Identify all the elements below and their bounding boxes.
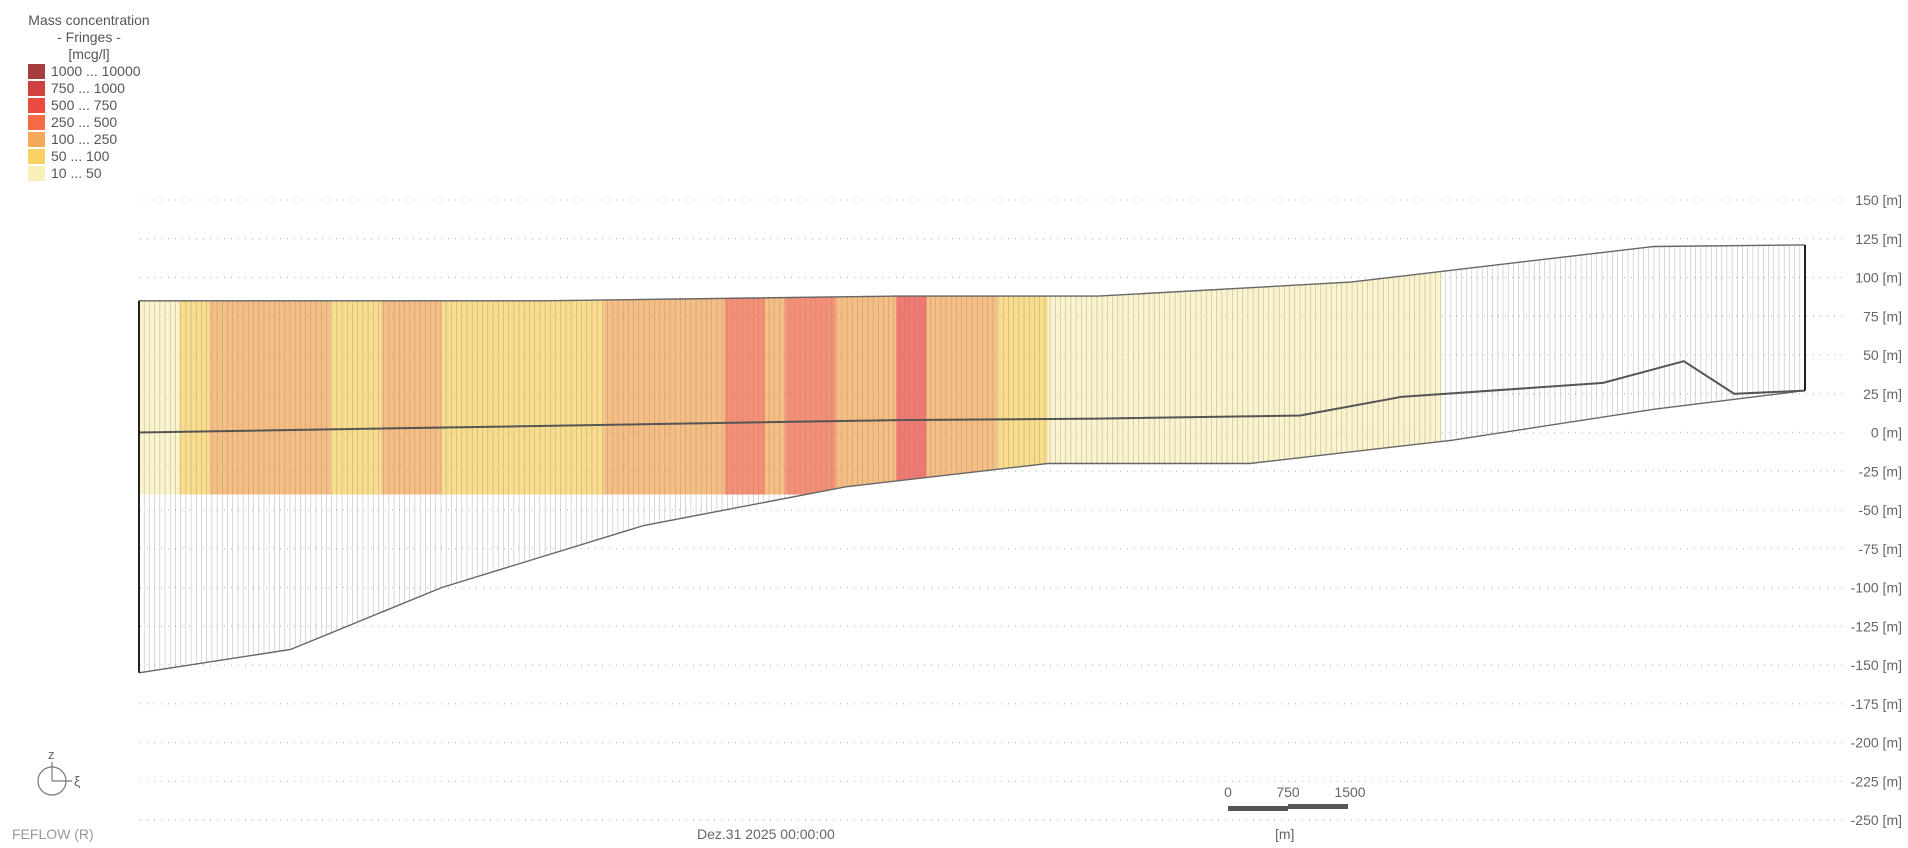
- y-tick-label: -25 [m]: [1858, 463, 1902, 479]
- legend-class-5: 50 ... 100: [28, 148, 164, 165]
- section-outline: [138, 244, 1806, 674]
- concentration-band: [926, 296, 998, 478]
- y-tick-label: -200 [m]: [1851, 735, 1902, 751]
- y-tick-label: 50 [m]: [1863, 347, 1902, 363]
- legend-class-label: 50 ... 100: [51, 148, 110, 164]
- concentration-band: [1047, 271, 1442, 464]
- y-tick-label: -175 [m]: [1851, 696, 1902, 712]
- concentration-band: [724, 297, 766, 495]
- concentration-fringes: [139, 271, 1442, 495]
- y-tick-label: 25 [m]: [1863, 386, 1902, 402]
- legend-class-2: 500 ... 750: [28, 97, 164, 114]
- legend-class-6: 10 ... 50: [28, 165, 164, 182]
- y-tick-label: 150 [m]: [1855, 192, 1902, 208]
- depth-gridlines: [140, 199, 1842, 821]
- scale-bar-label-1500: 1500: [1334, 784, 1365, 800]
- legend-class-label: 10 ... 50: [51, 165, 102, 181]
- legend-class-label: 500 ... 750: [51, 97, 118, 113]
- scale-bar: 0 750 1500: [1224, 784, 1366, 811]
- legend-subtitle: - Fringes -: [57, 29, 121, 45]
- y-tick-label: -100 [m]: [1851, 580, 1902, 596]
- y-tick-label: 75 [m]: [1863, 308, 1902, 324]
- legend-class-4: 100 ... 250: [28, 131, 164, 148]
- y-axis-tick-labels: 150 [m] 125 [m] 100 [m] 75 [m] 50 [m] 25 [m] 0…: [1851, 192, 1902, 828]
- scale-bar-label-750: 750: [1276, 784, 1300, 800]
- legend-swatch: [28, 81, 45, 96]
- legend-class-label: 750 ... 1000: [51, 80, 125, 96]
- axis-triad-z-label: z: [48, 747, 55, 762]
- legend-swatch: [28, 98, 45, 113]
- legend-swatch: [28, 115, 45, 130]
- legend-class-label: 250 ... 500: [51, 114, 118, 130]
- y-tick-label: -75 [m]: [1858, 541, 1902, 557]
- y-tick-label: 0 [m]: [1871, 425, 1902, 441]
- y-tick-label: -225 [m]: [1851, 773, 1902, 789]
- concentration-band: [997, 296, 1048, 470]
- legend-class-3: 250 ... 500: [28, 114, 164, 131]
- concentration-band: [765, 297, 786, 495]
- legend-swatch: [28, 166, 45, 181]
- concentration-band: [139, 300, 180, 495]
- legend-class-label: 1000 ... 10000: [51, 63, 141, 79]
- footer-brand: FEFLOW (R): [12, 826, 94, 842]
- y-tick-label: 100 [m]: [1855, 270, 1902, 286]
- y-tick-label: 125 [m]: [1855, 231, 1902, 247]
- concentration-band: [179, 300, 210, 495]
- concentration-band: [896, 296, 927, 481]
- concentration-band: [209, 300, 331, 495]
- footer-date: Dez.31 2025 00:00:00: [697, 826, 835, 842]
- legend-class-label: 100 ... 250: [51, 131, 118, 147]
- concentration-band: [441, 299, 604, 495]
- y-tick-label: -50 [m]: [1858, 502, 1902, 518]
- legend-swatch: [28, 64, 45, 79]
- legend-unit: [mcg/l]: [68, 46, 110, 62]
- concentration-band: [330, 300, 382, 495]
- scale-bar-unit: [m]: [1275, 826, 1295, 842]
- scale-bar-label-0: 0: [1224, 784, 1232, 800]
- legend-class-0: 1000 ... 10000: [28, 63, 164, 80]
- layer-interface-line: [138, 360, 1806, 434]
- top-surface-line: [139, 244, 1806, 302]
- legend: Mass concentration - Fringes - [mcg/l] 1…: [14, 12, 164, 182]
- concentration-band: [835, 296, 897, 489]
- axis-triad: z ξ: [37, 747, 80, 796]
- y-tick-label: -125 [m]: [1851, 618, 1902, 634]
- y-tick-label: -150 [m]: [1851, 657, 1902, 673]
- legend-title: Mass concentration: [28, 12, 150, 28]
- concentration-band: [381, 300, 442, 495]
- legend-swatch: [28, 132, 45, 147]
- legend-swatch: [28, 149, 45, 164]
- axis-triad-xi-label: ξ: [74, 773, 80, 789]
- mesh-columns: [138, 244, 1806, 673]
- legend-class-1: 750 ... 1000: [28, 80, 164, 97]
- y-tick-label: -250 [m]: [1851, 812, 1902, 828]
- bottom-surface-line: [138, 389, 1806, 674]
